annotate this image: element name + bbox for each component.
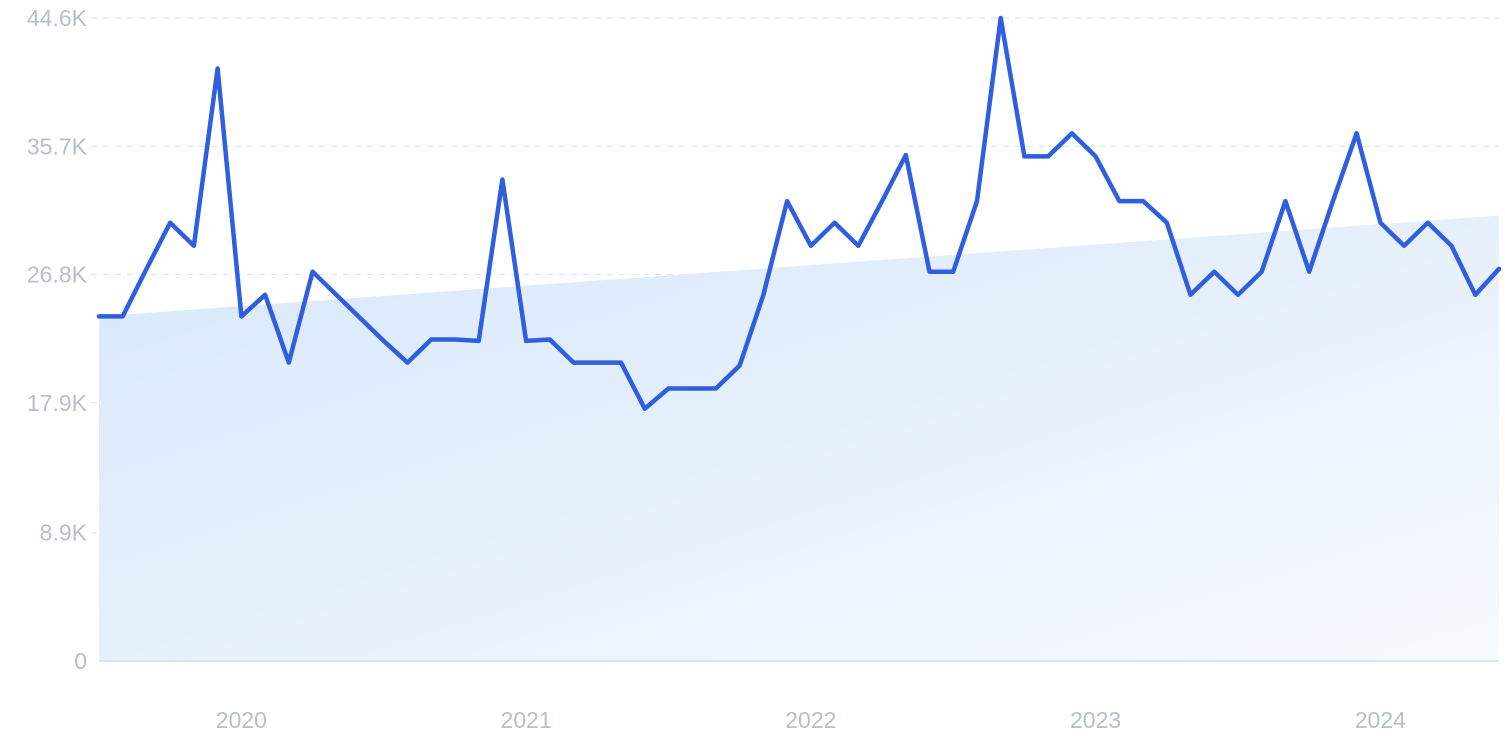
- y-axis: 0 8.9K 17.9K 26.8K 35.7K 44.6K: [27, 5, 88, 674]
- y-tick-label: 35.7K: [27, 133, 88, 159]
- trend-area-fill: [99, 215, 1499, 661]
- x-tick-label: 2022: [785, 707, 836, 733]
- trend-area: [99, 215, 1499, 662]
- y-tick-label: 44.6K: [27, 5, 88, 31]
- y-tick-label: 0: [74, 648, 87, 674]
- x-tick-label: 2020: [216, 707, 267, 733]
- y-tick-label: 8.9K: [40, 520, 88, 546]
- x-tick-label: 2023: [1070, 707, 1121, 733]
- x-tick-label: 2024: [1355, 707, 1406, 733]
- x-axis: 2020 2021 2022 2023 2024: [216, 707, 1406, 733]
- x-tick-label: 2021: [501, 707, 552, 733]
- series-line: [96, 15, 1502, 411]
- y-tick-label: 17.9K: [27, 390, 88, 416]
- series-layer: [96, 15, 1502, 411]
- y-tick-label: 26.8K: [27, 262, 88, 288]
